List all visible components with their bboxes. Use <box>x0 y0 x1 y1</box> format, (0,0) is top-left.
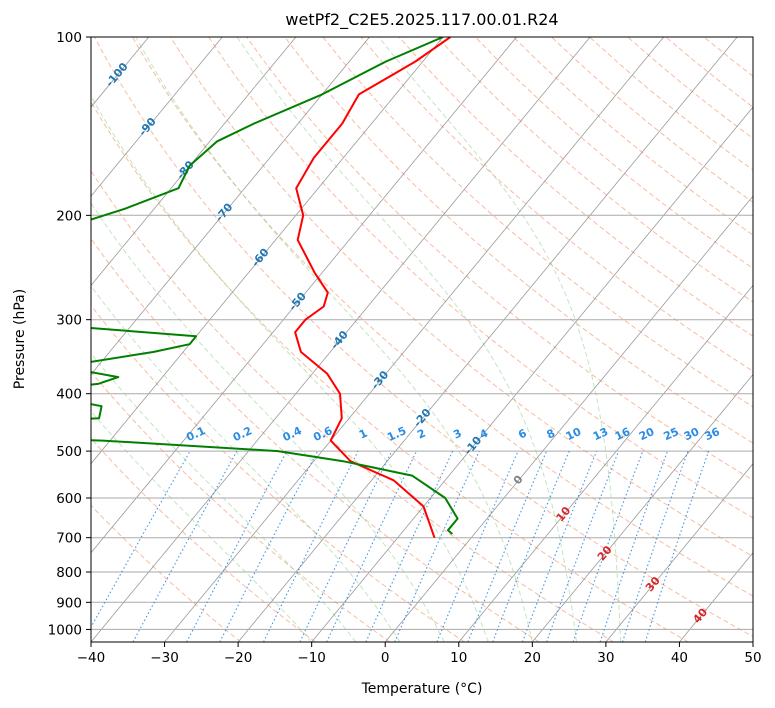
isobars <box>91 37 753 630</box>
moist-adiabat <box>135 37 533 642</box>
mixing-ratio-line <box>132 450 238 642</box>
dry-adiabat <box>360 37 753 372</box>
isotherm <box>384 195 753 642</box>
x-tick-label: 20 <box>524 650 541 666</box>
mixing-ratio-label: 20 <box>637 425 657 443</box>
x-axis-label: Temperature (°C) <box>361 681 483 697</box>
isotherm <box>91 37 297 287</box>
y-tick-label: 600 <box>56 491 82 507</box>
moist-adiabat <box>91 352 357 642</box>
plot-frame <box>90 36 754 643</box>
y-axis-ticks: 100 200 300 400 500 600 700 800 900 1000 <box>48 30 91 638</box>
isotherm <box>91 37 370 376</box>
x-tick-label: 50 <box>744 650 761 666</box>
x-tick-label: 0 <box>381 650 390 666</box>
moist-adiabats <box>91 37 622 642</box>
x-tick-label: 40 <box>671 650 688 666</box>
dry-adiabat <box>170 37 753 558</box>
y-tick-label: 700 <box>56 531 82 547</box>
dry-adiabat <box>246 37 753 481</box>
mixing-ratio-line <box>186 450 288 642</box>
chart-title: wetPf2_C2E5.2025.117.00.01.R24 <box>285 10 558 30</box>
isotherm <box>237 37 738 642</box>
dry-adiabat <box>284 37 753 444</box>
moist-adiabat <box>91 285 401 642</box>
mixing-ratio-label: 25 <box>662 425 681 443</box>
plot-area: -100-90-80-70-60-50-40-30-20-10010203040… <box>91 37 753 642</box>
mixing-ratio-label: 10 <box>564 425 584 443</box>
x-tick-label: 10 <box>450 650 467 666</box>
isotherms <box>91 37 753 642</box>
temperature-profile <box>294 37 451 539</box>
dry-adiabat <box>91 437 316 642</box>
mixing-ratio-line <box>572 450 644 642</box>
y-tick-label: 800 <box>56 565 82 581</box>
dry-adiabat <box>93 37 753 638</box>
mixing-ratio-line <box>521 450 598 642</box>
dry-adiabats <box>91 37 753 642</box>
isotherm <box>605 463 753 642</box>
mixing-ratio-label: 16 <box>613 425 633 443</box>
x-tick-label: 30 <box>597 650 614 666</box>
mixing-ratio-lines <box>91 450 710 642</box>
dry-adiabat <box>91 100 689 642</box>
mixing-ratio-line <box>467 450 548 642</box>
isotherm <box>91 37 223 197</box>
isotherm <box>531 373 753 642</box>
mixing-ratio-line <box>546 450 620 642</box>
y-tick-label: 200 <box>56 208 82 224</box>
mixing-ratio-line <box>492 450 570 642</box>
mixing-ratio-line <box>599 450 669 642</box>
isotherm <box>164 37 665 642</box>
mixing-ratio-line <box>91 450 191 629</box>
y-axis-label: Pressure (hPa) <box>12 289 28 389</box>
mixing-ratio-label: 13 <box>591 425 610 443</box>
isotherm <box>91 37 517 554</box>
dewpoint-profile <box>91 37 459 535</box>
isotherm <box>91 37 591 642</box>
y-tick-label: 1000 <box>48 622 82 638</box>
moist-adiabat <box>378 37 622 642</box>
mixing-ratio-label: 36 <box>703 425 723 443</box>
mixing-ratio-line <box>436 450 519 642</box>
dry-adiabat <box>91 170 614 642</box>
profile-series <box>91 37 459 539</box>
mixing-ratio-line <box>622 450 689 642</box>
mixing-ratio-line <box>644 450 710 642</box>
y-tick-label: 500 <box>56 444 82 460</box>
dry-adiabat <box>91 304 465 642</box>
x-tick-label: −30 <box>150 650 179 666</box>
y-tick-label: 400 <box>56 387 82 403</box>
y-tick-label: 300 <box>56 313 82 329</box>
isotherm <box>458 284 753 642</box>
x-axis-ticks: −40 −30 −20 −10 0 10 20 30 40 50 <box>77 642 762 666</box>
mixing-ratio-label: 30 <box>682 425 702 443</box>
isotherm <box>311 106 753 642</box>
moist-adiabat <box>236 37 577 642</box>
x-tick-label: −20 <box>224 650 253 666</box>
dry-adiabat <box>91 504 242 642</box>
moist-adiabat <box>91 94 489 642</box>
x-tick-label: −40 <box>77 650 106 666</box>
x-tick-label: −10 <box>297 650 326 666</box>
dry-adiabat <box>398 37 753 337</box>
y-tick-label: 100 <box>56 30 82 46</box>
mixing-ratio-line <box>394 450 480 642</box>
mixing-ratio-line <box>263 450 359 642</box>
dry-adiabat <box>91 237 540 642</box>
moist-adiabat <box>91 202 445 642</box>
y-tick-label: 900 <box>56 595 82 611</box>
dry-adiabat <box>208 37 753 519</box>
